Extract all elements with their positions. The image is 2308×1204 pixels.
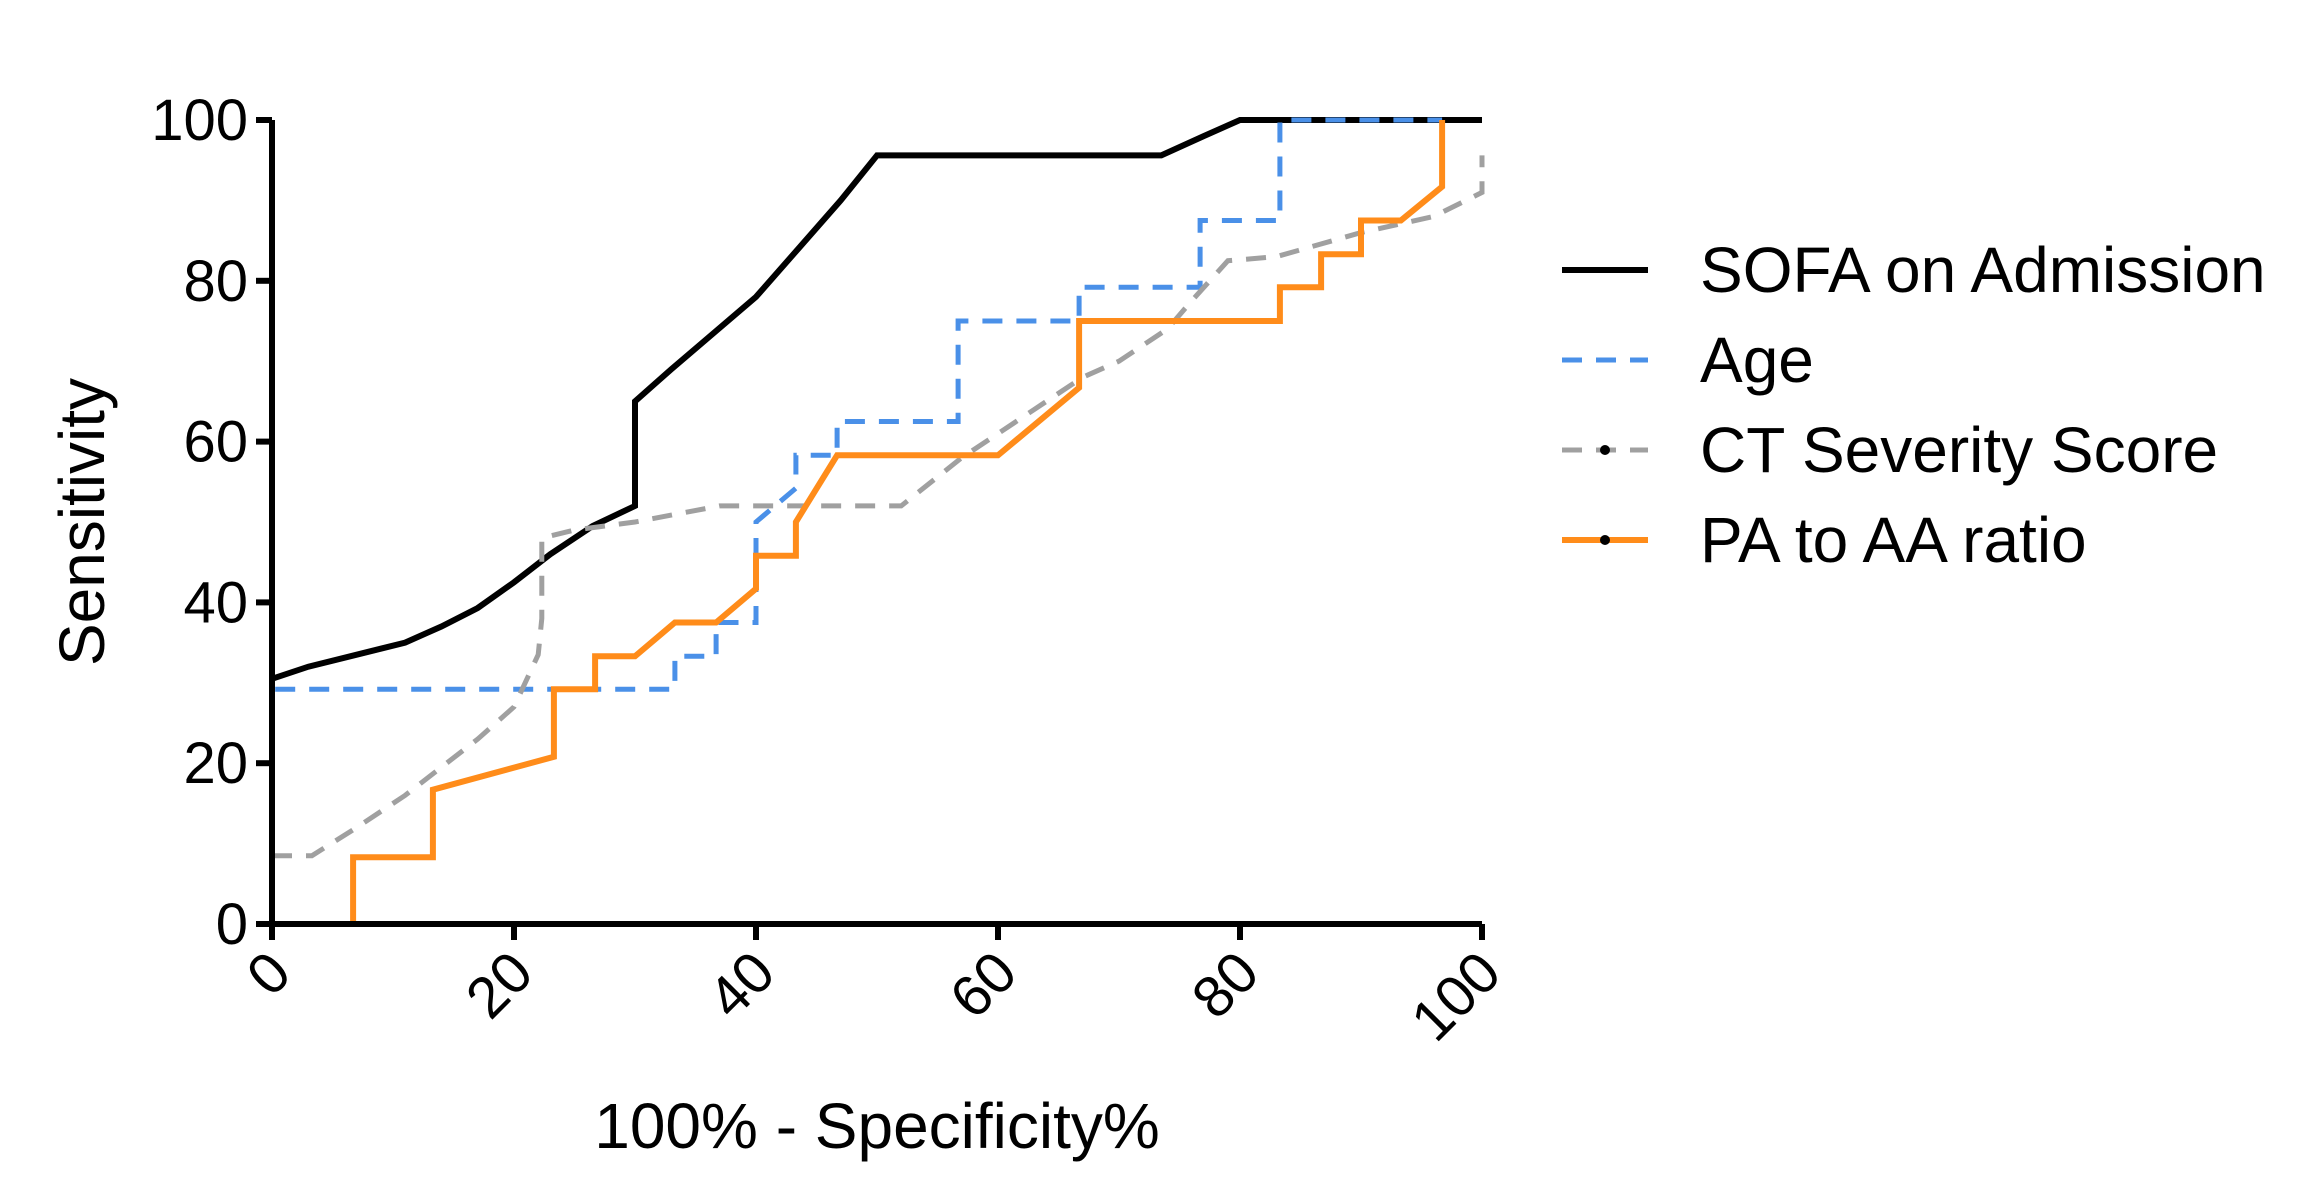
y-tick-label: 100 xyxy=(151,88,248,153)
x-tick-label: 100 xyxy=(1399,939,1513,1053)
y-tick-label: 0 xyxy=(216,892,248,957)
legend-label-pa-to-aa-ratio: PA to AA ratio xyxy=(1700,504,2087,576)
y-tick-label: 80 xyxy=(183,249,248,314)
x-tick-label: 40 xyxy=(696,939,788,1031)
series-line-pa-to-aa-ratio xyxy=(311,120,1446,927)
x-axis-title: 100% - Specificity% xyxy=(594,1090,1160,1162)
x-tick-label: 80 xyxy=(1180,939,1272,1031)
legend-label-ct-severity-score: CT Severity Score xyxy=(1700,414,2218,486)
y-tick-label: 40 xyxy=(183,570,248,635)
legend-marker-pa-to-aa-ratio xyxy=(1600,535,1610,545)
x-tick-label: 60 xyxy=(938,939,1030,1031)
series-line-sofa-on-admission xyxy=(271,117,1482,682)
series-line-ct-severity-score xyxy=(272,155,1485,859)
axes-layer xyxy=(269,120,1482,927)
legend-label-sofa-on-admission: SOFA on Admission xyxy=(1700,234,2266,306)
x-tick-label: 20 xyxy=(454,939,546,1031)
legend-marker-ct-severity-score xyxy=(1600,445,1610,455)
legend-label-age: Age xyxy=(1700,324,1814,396)
series-layer xyxy=(269,117,1485,927)
y-tick-label: 60 xyxy=(183,410,248,475)
y-axis-title: Sensitivity xyxy=(46,378,118,666)
legend: SOFA on Admission Age CT Severity Score PA … xyxy=(1562,234,2266,576)
y-tick-label: 20 xyxy=(183,731,248,796)
series-line-age xyxy=(269,117,1443,924)
